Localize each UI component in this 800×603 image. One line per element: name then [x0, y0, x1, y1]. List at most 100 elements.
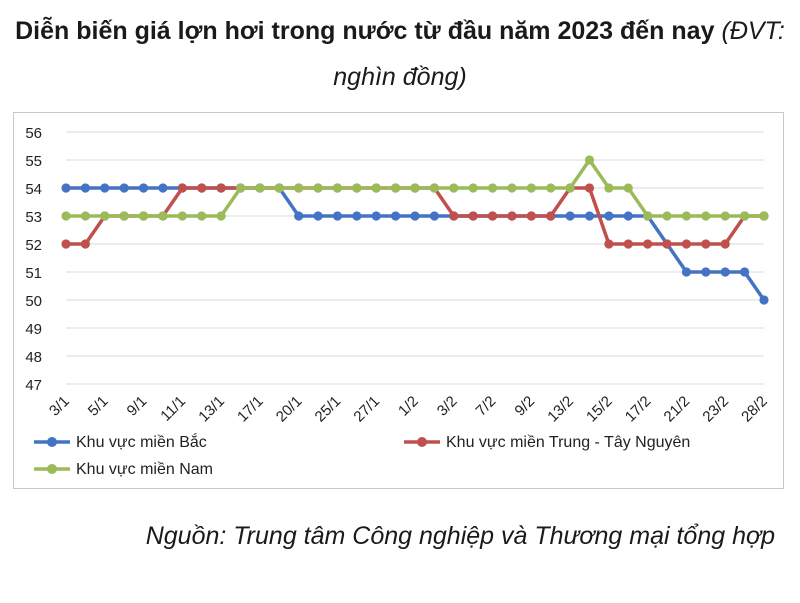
data-point	[158, 211, 168, 221]
data-point	[100, 183, 110, 193]
data-point	[740, 211, 750, 221]
y-tick-label: 54	[25, 181, 42, 198]
legend-marker	[47, 464, 57, 474]
data-point	[138, 211, 149, 221]
y-tick-label: 49	[25, 321, 42, 338]
data-point	[332, 211, 343, 221]
x-tick-label: 13/1	[195, 393, 228, 426]
data-point	[546, 183, 556, 193]
data-point	[391, 183, 401, 193]
x-tick-label: 3/1	[46, 393, 73, 420]
data-point	[759, 295, 769, 305]
data-point	[604, 183, 614, 193]
x-tick-label: 28/2	[738, 393, 771, 426]
y-tick-label: 52	[25, 237, 42, 254]
legend-entry: Khu vực miền Bắc	[34, 432, 207, 451]
data-point	[604, 211, 614, 221]
data-point	[623, 239, 633, 249]
legend-label: Khu vực miền Trung - Tây Nguyên	[446, 434, 690, 451]
y-tick-label: 51	[25, 265, 42, 282]
x-tick-label: 1/2	[395, 393, 422, 420]
data-point	[391, 211, 401, 221]
data-point	[352, 183, 362, 193]
y-tick-label: 56	[25, 125, 42, 142]
x-tick-label: 27/1	[350, 393, 383, 426]
data-point	[255, 183, 265, 193]
legend-marker	[47, 437, 57, 447]
x-tick-label: 11/1	[157, 393, 189, 425]
x-tick-label: 17/1	[234, 393, 267, 426]
legend-label: Khu vực miền Nam	[76, 461, 213, 478]
data-point	[216, 183, 226, 193]
data-point	[177, 211, 187, 221]
legend-marker	[417, 437, 427, 447]
x-tick-label: 21/2	[661, 393, 694, 426]
data-point	[138, 183, 149, 193]
x-tick-label: 13/2	[544, 393, 577, 426]
data-point	[80, 183, 90, 193]
x-tick-label: 20/1	[273, 393, 306, 426]
data-point	[449, 211, 459, 221]
chart-title: Diễn biến giá lợn hơi trong nước từ đầu …	[0, 8, 800, 100]
data-point	[507, 211, 517, 221]
data-point	[197, 211, 207, 221]
data-point	[371, 211, 381, 221]
data-point	[681, 267, 692, 277]
data-point	[565, 211, 575, 221]
y-tick-label: 48	[25, 349, 42, 366]
data-point	[61, 183, 71, 193]
data-point	[61, 239, 71, 249]
data-point	[487, 211, 498, 221]
chart-frame: 47 48 49 50 51 52 53 54 55 56 3/1 5/1 9/1 11/1 13/1 17/…	[13, 112, 784, 489]
data-point	[662, 239, 672, 249]
data-point	[546, 211, 556, 221]
data-point	[526, 211, 536, 221]
chart-title-unit: (ĐVT: nghìn đồng)	[333, 17, 785, 91]
x-tick-label: 3/2	[434, 393, 461, 420]
data-point	[701, 267, 711, 277]
data-point	[216, 211, 226, 221]
data-point	[623, 211, 633, 221]
data-point	[119, 183, 129, 193]
series-3	[61, 155, 769, 221]
data-point	[720, 267, 730, 277]
data-point	[235, 183, 246, 193]
data-point	[197, 183, 207, 193]
data-point	[681, 239, 692, 249]
data-point	[643, 211, 653, 221]
data-point	[294, 211, 304, 221]
data-point	[507, 183, 517, 193]
x-tick-label: 9/2	[511, 393, 538, 420]
y-tick-label: 47	[25, 377, 42, 394]
data-point	[662, 211, 672, 221]
data-point	[429, 183, 439, 193]
data-point	[740, 267, 750, 277]
y-tick-label: 50	[25, 293, 42, 310]
data-point	[526, 183, 536, 193]
data-point	[274, 183, 284, 193]
data-point	[565, 183, 575, 193]
legend-entry: Khu vực miền Nam	[34, 461, 213, 478]
data-point	[410, 211, 420, 221]
data-point	[449, 183, 459, 193]
data-point	[61, 211, 71, 221]
x-tick-label: 15/2	[583, 393, 616, 426]
data-point	[371, 183, 381, 193]
data-point	[100, 211, 110, 221]
data-point	[487, 183, 498, 193]
legend-label: Khu vực miền Bắc	[76, 432, 207, 451]
data-point	[584, 183, 595, 193]
x-tick-label: 7/2	[473, 393, 500, 420]
data-point	[294, 183, 304, 193]
data-point	[313, 211, 323, 221]
source-note: Nguồn: Trung tâm Công nghiệp và Thương m…	[145, 522, 775, 550]
y-tick-label: 55	[25, 153, 42, 170]
data-point	[468, 211, 478, 221]
data-point	[80, 239, 90, 249]
data-point	[701, 239, 711, 249]
data-point	[681, 211, 692, 221]
data-point	[623, 183, 633, 193]
data-point	[468, 183, 478, 193]
data-point	[80, 211, 90, 221]
x-tick-label: 23/2	[699, 393, 732, 426]
